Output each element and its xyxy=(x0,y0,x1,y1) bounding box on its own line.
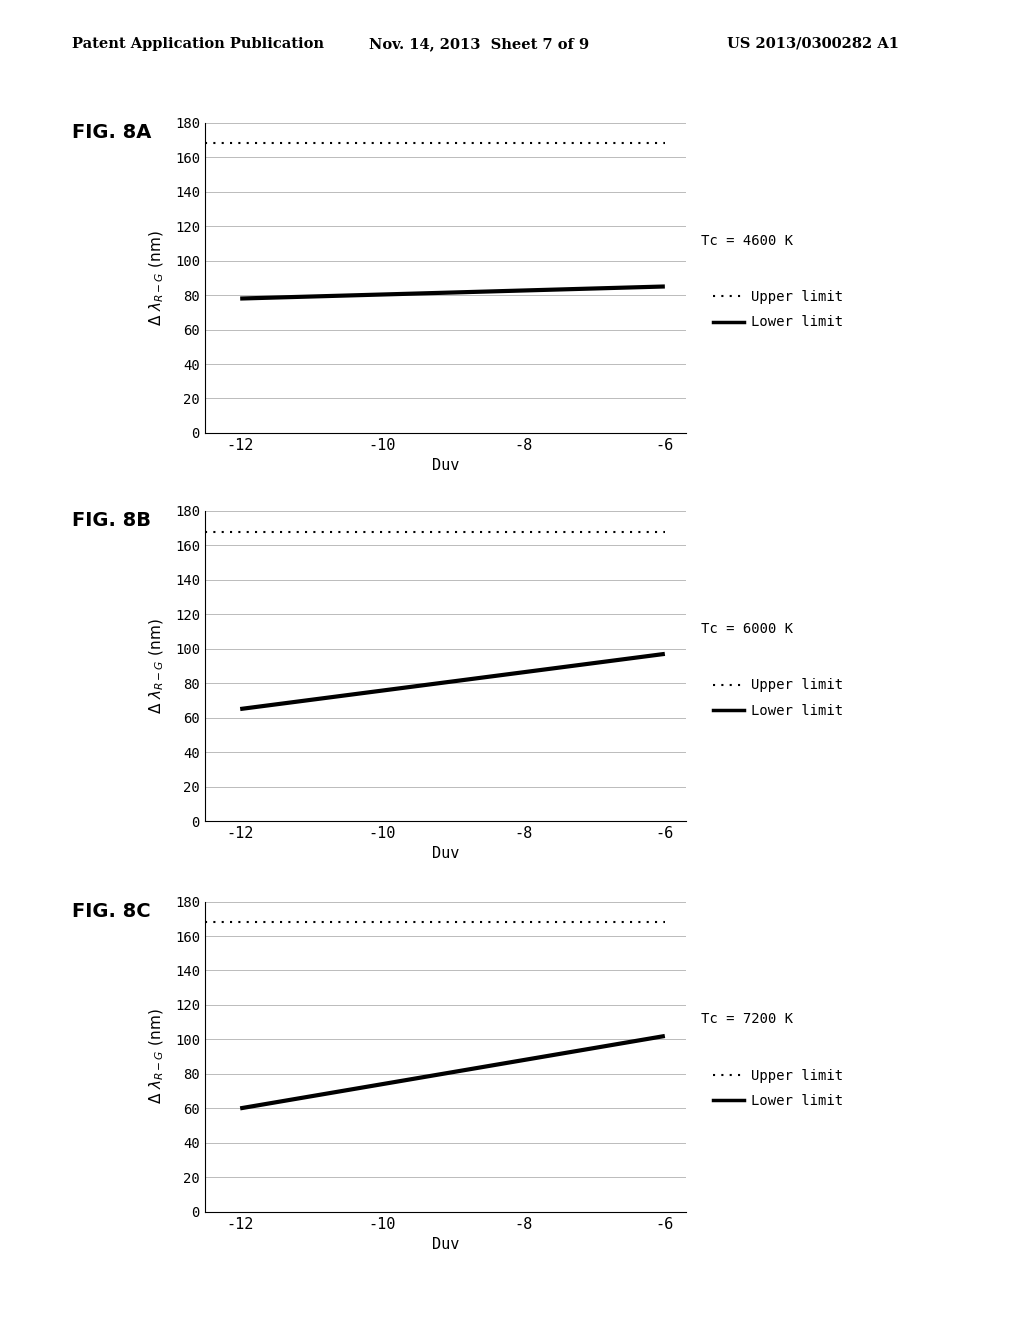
Text: Nov. 14, 2013  Sheet 7 of 9: Nov. 14, 2013 Sheet 7 of 9 xyxy=(369,37,589,51)
Text: FIG. 8C: FIG. 8C xyxy=(72,902,151,920)
Text: Tc = 7200 K: Tc = 7200 K xyxy=(700,1012,793,1027)
X-axis label: Duv: Duv xyxy=(432,846,459,862)
Text: Patent Application Publication: Patent Application Publication xyxy=(72,37,324,51)
Text: Tc = 4600 K: Tc = 4600 K xyxy=(700,234,793,248)
Text: Tc = 6000 K: Tc = 6000 K xyxy=(700,622,793,636)
Text: US 2013/0300282 A1: US 2013/0300282 A1 xyxy=(727,37,899,51)
Text: FIG. 8B: FIG. 8B xyxy=(72,511,151,529)
Legend: Upper limit, Lower limit: Upper limit, Lower limit xyxy=(708,1064,848,1114)
Y-axis label: $\Delta\ \lambda_{R-G}\ \mathrm{(nm)}$: $\Delta\ \lambda_{R-G}\ \mathrm{(nm)}$ xyxy=(148,618,167,714)
Text: FIG. 8A: FIG. 8A xyxy=(72,123,152,141)
Legend: Upper limit, Lower limit: Upper limit, Lower limit xyxy=(708,285,848,335)
X-axis label: Duv: Duv xyxy=(432,1237,459,1253)
X-axis label: Duv: Duv xyxy=(432,458,459,474)
Legend: Upper limit, Lower limit: Upper limit, Lower limit xyxy=(708,673,848,723)
Y-axis label: $\Delta\ \lambda_{R-G}\ \mathrm{(nm)}$: $\Delta\ \lambda_{R-G}\ \mathrm{(nm)}$ xyxy=(148,1008,167,1105)
Y-axis label: $\Delta\ \lambda_{R-G}\ \mathrm{(nm)}$: $\Delta\ \lambda_{R-G}\ \mathrm{(nm)}$ xyxy=(148,230,167,326)
